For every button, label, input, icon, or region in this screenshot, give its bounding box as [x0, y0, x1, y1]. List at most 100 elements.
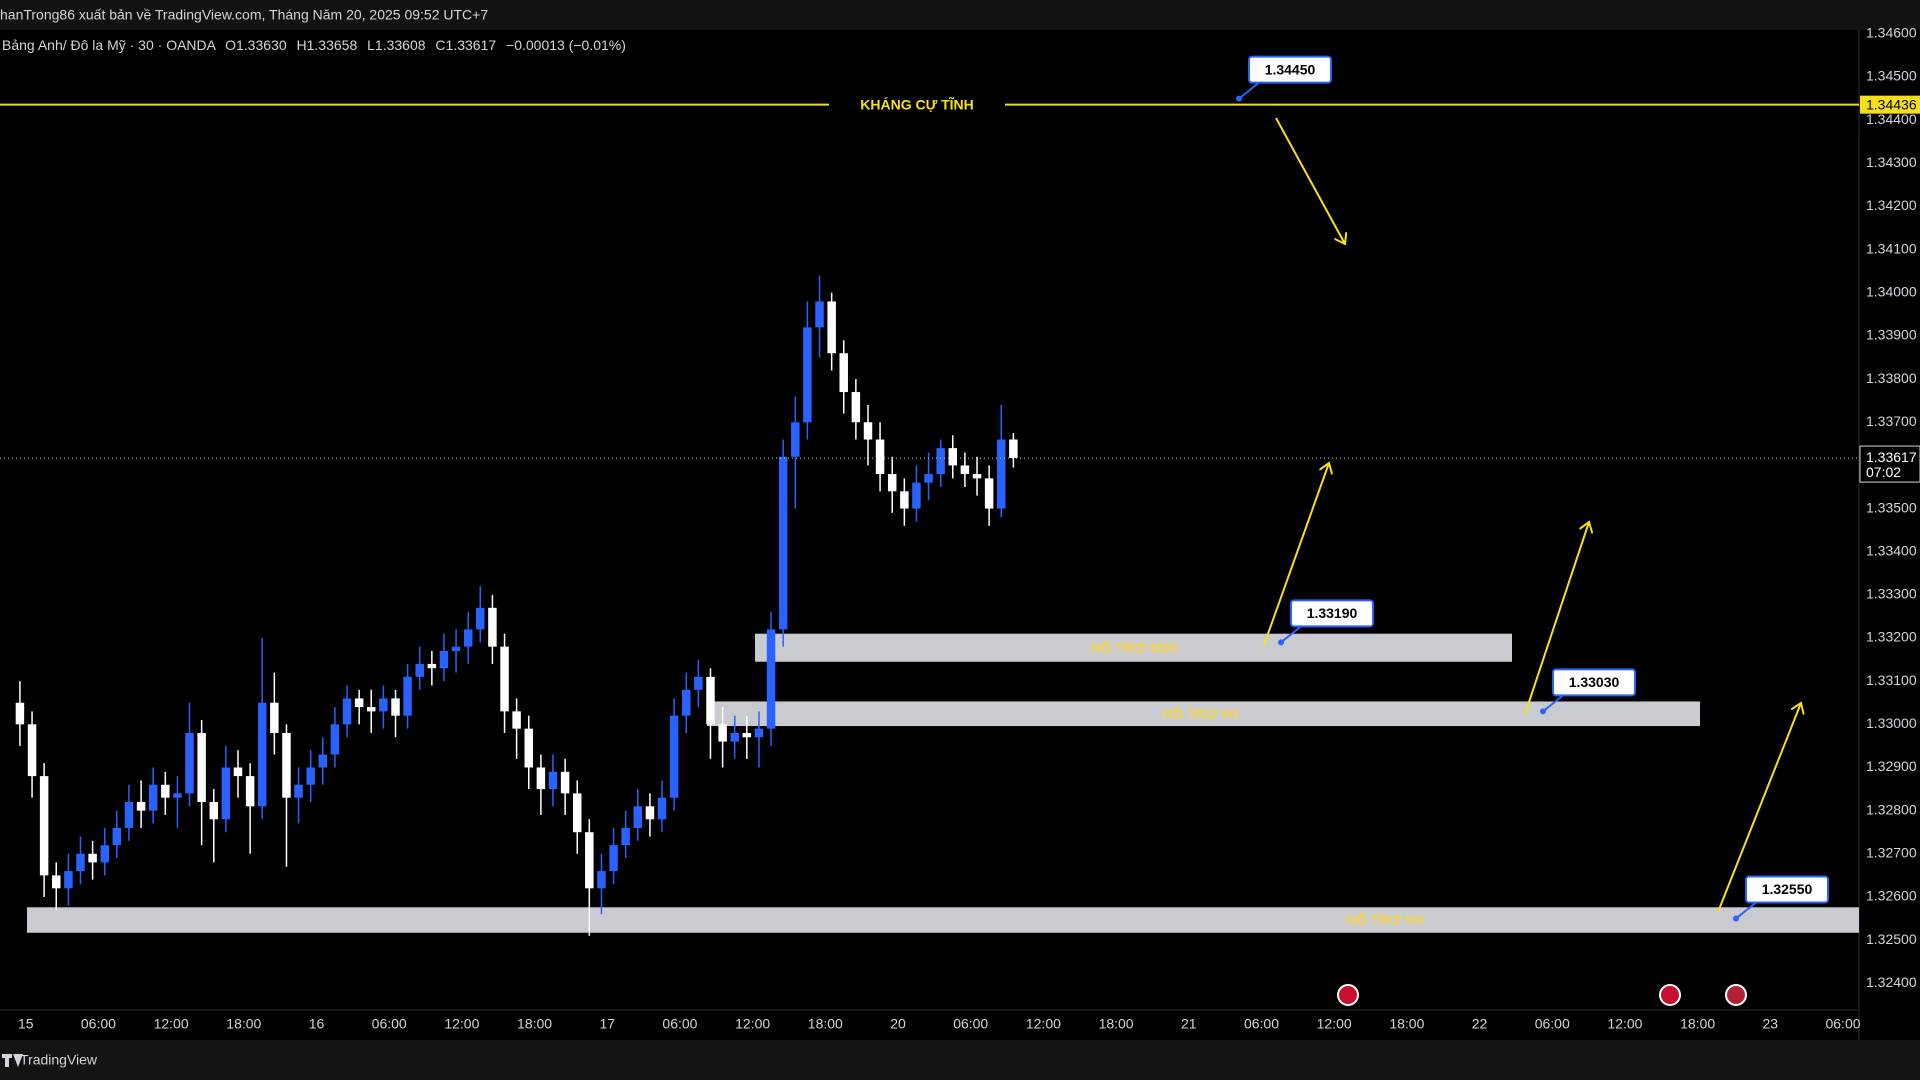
candle-body [342, 698, 352, 725]
y-tick-label: 1.33900 [1866, 327, 1917, 343]
event-flag [1659, 984, 1681, 1006]
candle-body [39, 776, 49, 876]
support-zone [27, 907, 1859, 933]
candle-body [657, 797, 667, 820]
candle-body [948, 448, 958, 466]
candle-body [64, 871, 73, 889]
candle-body [778, 456, 788, 630]
resistance-tag [1860, 95, 1920, 114]
ohlc-key: O [225, 37, 236, 53]
y-tick-label: 1.33100 [1866, 672, 1917, 688]
x-tick-label: 22 [1472, 1016, 1488, 1032]
event-flag [1337, 984, 1359, 1006]
zone-label: HỖ TRỢ M30 [1091, 638, 1178, 655]
zone-label: HỖ TRỢ H1 [1162, 704, 1239, 721]
y-tick-label: 1.34300 [1866, 154, 1917, 170]
y-tick-label: 1.34000 [1866, 284, 1917, 300]
candle-body [197, 732, 206, 803]
x-tick-label: 23 [1763, 1016, 1779, 1032]
candle-body [306, 767, 315, 785]
callout-label: 1.32550 [1762, 881, 1813, 897]
candle-body [330, 724, 340, 755]
candle-body [875, 439, 885, 475]
arrows [1263, 117, 1801, 913]
x-tick-label: 06:00 [953, 1016, 988, 1032]
brand: TradingView [20, 1052, 98, 1068]
candle-body [621, 827, 630, 846]
candle-body [148, 784, 158, 811]
candle-body [827, 301, 836, 354]
candle-body [354, 698, 364, 708]
arrow [1275, 117, 1345, 244]
event-flag [1725, 984, 1747, 1006]
callout-leader [1542, 694, 1564, 713]
zone-label: HỖ TRỢ H4 [1346, 911, 1423, 928]
candle-body [136, 802, 146, 811]
candle-body [645, 806, 655, 820]
candle-body [463, 629, 473, 647]
candle-body [597, 871, 606, 889]
x-tick-label: 15 [18, 1016, 34, 1032]
callout-label: 1.33190 [1307, 605, 1358, 621]
x-tick-label: 12:00 [444, 1016, 479, 1032]
last-price-tag [1859, 445, 1920, 483]
y-tick-label: 1.34200 [1866, 197, 1917, 213]
ohlc-value: 1.33658 [307, 37, 358, 53]
footer-bar [0, 1040, 1920, 1080]
x-tick-label: 12:00 [1026, 1016, 1061, 1032]
candle-body [476, 607, 485, 630]
y-tick-label: 1.32800 [1866, 801, 1917, 817]
candle-body [379, 698, 388, 712]
ohlc-key: C [435, 37, 445, 53]
y-tick-label: 1.33400 [1866, 542, 1917, 558]
x-tick-label: 12:00 [735, 1016, 770, 1032]
candle-body [500, 646, 509, 712]
support-zone [755, 633, 1512, 662]
last-price-label: 1.33617 [1866, 449, 1917, 465]
ohlc-value: 1.33630 [236, 37, 287, 53]
callout-anchor [1733, 915, 1739, 922]
candle-body [863, 422, 873, 440]
callout-leader [1238, 81, 1260, 100]
countdown: 07:02 [1866, 464, 1901, 480]
x-tick-label: 18:00 [1680, 1016, 1715, 1032]
resistance-label: KHÁNG CỰ TĨNH [860, 95, 974, 112]
y-tick-label: 1.33800 [1866, 370, 1917, 386]
candle-body [609, 845, 618, 872]
x-tick-label: 06:00 [372, 1016, 407, 1032]
candle-body [294, 784, 303, 798]
x-tick-label: 06:00 [662, 1016, 697, 1032]
candle-body [88, 853, 97, 863]
callout-box [1745, 875, 1829, 904]
callout-leader [1735, 901, 1757, 920]
candle-body [366, 707, 376, 712]
candle-body [924, 474, 933, 483]
x-tick-label: 18:00 [517, 1016, 552, 1032]
callout-box [1248, 55, 1332, 84]
arrow [1524, 522, 1589, 715]
candle-body [912, 482, 921, 509]
x-tick-label: 12:00 [154, 1016, 189, 1032]
y-tick-label: 1.32400 [1866, 974, 1917, 990]
ohlc-key: H [297, 37, 307, 53]
ohlc-value: 1.33617 [446, 37, 497, 53]
x-tick-label: 12:00 [1607, 1016, 1642, 1032]
y-tick-label: 1.32500 [1866, 931, 1917, 947]
candle-body [27, 724, 37, 777]
candle-body [100, 845, 109, 863]
candle-body [791, 422, 800, 457]
x-tick-label: 17 [599, 1016, 615, 1032]
y-tick-label: 1.33000 [1866, 715, 1917, 731]
callout-leader [1280, 625, 1302, 644]
candle-body [415, 663, 424, 677]
candle-body [803, 327, 812, 423]
candle-body [548, 771, 558, 790]
symbol: Bảng Anh/ Đô la Mỹ · 30 · OANDA [2, 37, 217, 53]
candle-body [391, 698, 400, 716]
candle-body [851, 392, 861, 423]
candle-body [282, 732, 291, 798]
callout-anchor [1540, 708, 1546, 715]
plot: HỖ TRỢ M30 HỖ TRỢ H1 HỖ TRỢ H4 KHÁNG CỰ TĨN… [0, 55, 1859, 936]
